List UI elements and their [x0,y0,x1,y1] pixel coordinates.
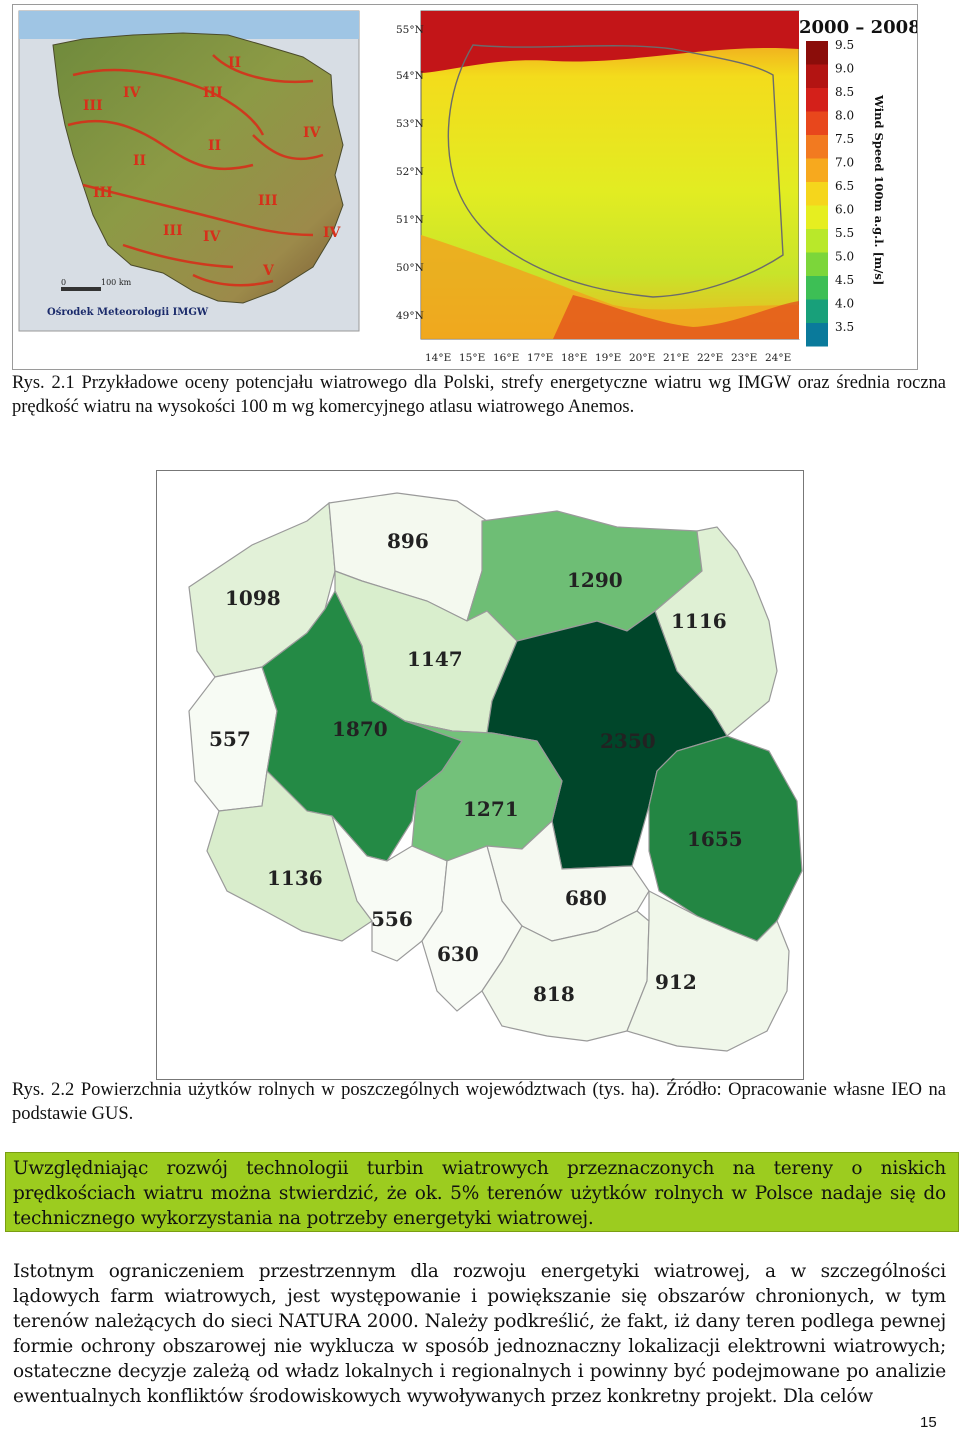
lon-label: 21°E [663,352,689,364]
region-value: 557 [209,727,251,751]
region-value: 818 [533,982,575,1006]
legend-value: 7.5 [835,132,854,146]
highlight-text: Uwzględniając rozwój technologii turbin … [13,1158,946,1229]
legend-swatch [806,158,828,182]
svg-text:IV: IV [323,225,342,241]
lat-labels: 55°N 54°N 53°N 52°N 51°N 50°N 49°N [396,24,424,322]
scale-zero: 0 [61,278,66,287]
legend-value: 7.0 [835,156,854,170]
region-value: 1870 [332,717,388,741]
region-value: 1147 [407,647,463,671]
lat-label: 55°N [396,24,424,36]
legend-value: 6.5 [835,179,854,193]
region-value: 630 [437,942,479,966]
figure1-caption: Rys. 2.1 Przykładowe oceny potencjału wi… [12,373,946,417]
legend-value: 9.0 [835,62,854,76]
legend-swatch [806,299,828,323]
body-paragraph: Istotnym ograniczeniem przestrzennym dla… [13,1261,946,1407]
lat-label: 49°N [396,310,424,322]
legend-swatch [806,182,828,206]
anemos-wind-map: 55°N 54°N 53°N 52°N 51°N 50°N 49°N 14°E … [396,10,921,364]
lon-label: 15°E [459,352,485,364]
lon-label: 18°E [561,352,587,364]
region-value: 556 [371,907,413,931]
legend-value: 3.5 [835,320,854,334]
lat-label: 52°N [396,166,424,178]
svg-text:III: III [203,85,223,101]
svg-text:III: III [163,223,183,239]
region-value: 912 [655,970,697,994]
lon-label: 23°E [731,352,757,364]
voivodeship-map: 896 1098 1290 1116 1147 557 1870 2350 12… [188,492,803,1052]
legend-value: 5.5 [835,226,854,240]
lat-label: 53°N [396,118,424,130]
region-podkarpackie [626,890,790,1052]
lon-label: 17°E [527,352,553,364]
lon-label: 22°E [697,352,723,364]
svg-text:IV: IV [203,229,222,245]
svg-text:III: III [258,193,278,209]
region-value: 680 [565,886,607,910]
lat-label: 50°N [396,262,424,274]
legend-swatch [806,229,828,253]
legend-value: 4.0 [835,297,854,311]
lat-label: 54°N [396,70,424,82]
legend-value: 6.0 [835,203,854,217]
svg-text:III: III [83,98,103,114]
svg-text:IV: IV [303,125,322,141]
figure-wind-maps: III IV III II IV II II III III IV IV V III 0 100… [12,4,921,370]
page-number: 15 [920,1414,937,1431]
region-value: 1271 [463,797,519,821]
legend-swatch [806,135,828,159]
region-value: 1655 [687,827,743,851]
legend-value: 5.0 [835,250,854,264]
imgw-credit: Ośrodek Meteorologii IMGW [47,307,209,318]
lat-label: 51°N [396,214,424,226]
legend-swatch [806,64,828,88]
legend-value: 8.0 [835,109,854,123]
lon-label: 24°E [765,352,791,364]
legend-swatch [806,111,828,135]
legend-swatch [806,41,828,65]
legend-swatch [806,205,828,229]
lon-label: 14°E [425,352,451,364]
region-value: 896 [387,529,429,553]
region-value: 1116 [671,609,727,633]
legend-swatch [806,252,828,276]
lon-label: 19°E [595,352,621,364]
legend-value: 9.5 [835,38,854,52]
wind-speed-legend: 9.5 9.0 8.5 8.0 7.5 7.0 6.5 6.0 5.5 5.0 4.5 4.0 3.5 [806,38,854,347]
region-value: 1098 [225,586,281,610]
svg-text:II: II [228,55,241,71]
legend-swatch [806,88,828,112]
legend-value: 4.5 [835,273,854,287]
lon-label: 20°E [629,352,655,364]
region-value: 2350 [600,729,656,753]
region-value: 1136 [267,866,323,890]
lon-label: 16°E [493,352,519,364]
highlight-box [5,1152,959,1232]
figure-agricultural-land-map: 896 1098 1290 1116 1147 557 1870 2350 12… [156,470,804,1080]
region-value: 1290 [567,568,623,592]
scale-label: 100 km [101,278,132,287]
legend-swatch [806,323,828,347]
period-label: 2000 – 2008 [799,17,917,38]
svg-text:II: II [133,153,146,169]
legend-title: Wind Speed 100m a.g.l. [m/s] [872,94,886,285]
svg-text:V: V [262,263,275,279]
svg-text:IV: IV [123,85,142,101]
lon-labels: 14°E 15°E 16°E 17°E 18°E 19°E 20°E 21°E … [425,352,791,364]
legend-value: 8.5 [835,85,854,99]
figure2-caption: Rys. 2.2 Powierzchnia użytków rolnych w … [12,1080,946,1124]
legend-swatch [806,276,828,300]
svg-text:II: II [208,138,221,154]
svg-text:III: III [93,185,113,201]
